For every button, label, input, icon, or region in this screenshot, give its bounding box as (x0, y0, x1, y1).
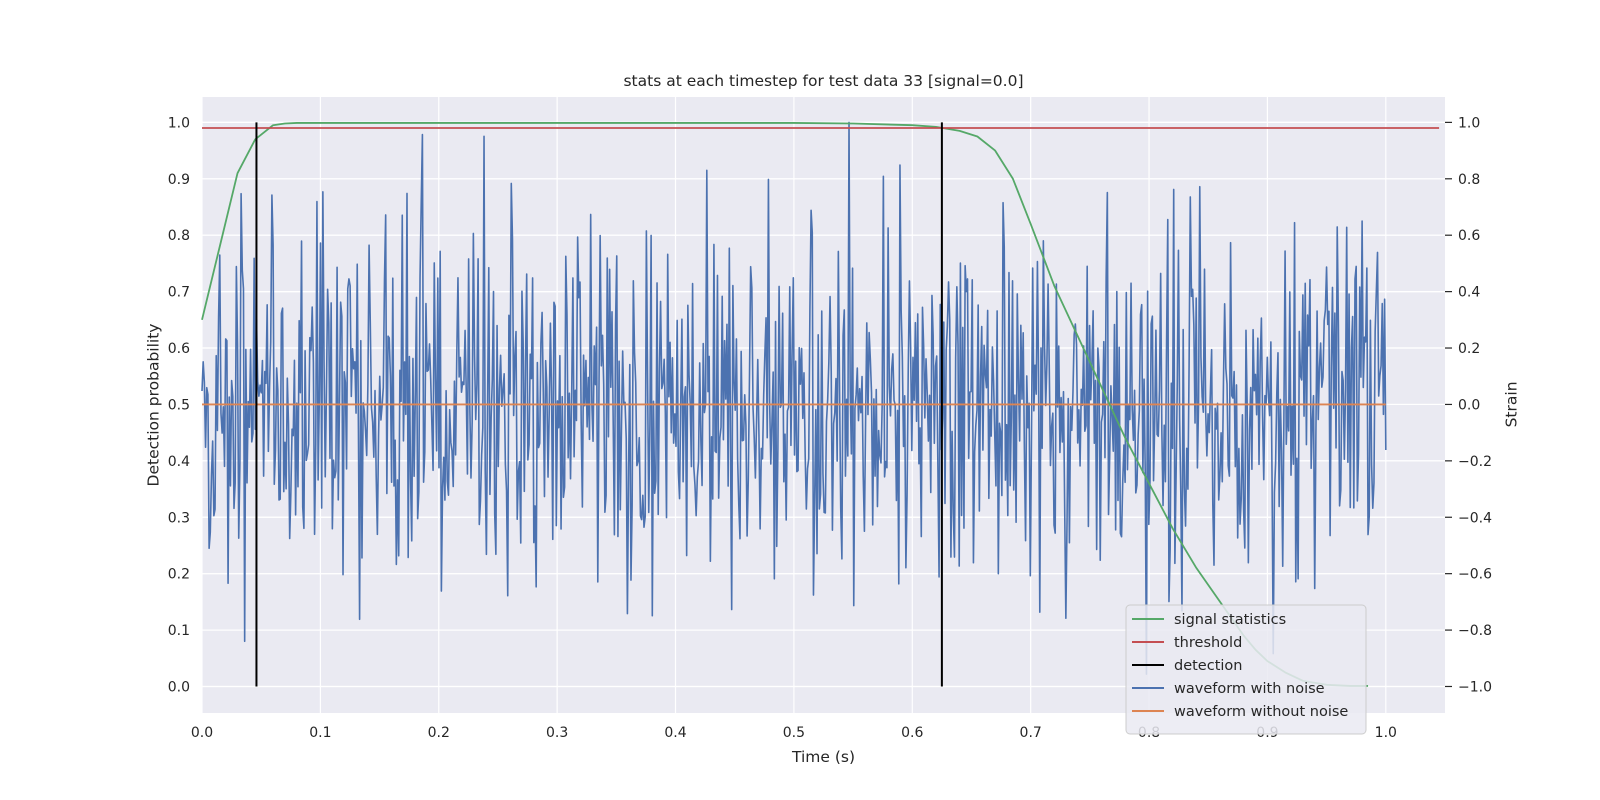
chart-title: stats at each timestep for test data 33 … (623, 72, 1023, 90)
y-right-tick-label: −0.4 (1458, 510, 1492, 526)
y-right-tick-label: 0.8 (1458, 172, 1480, 188)
x-tick-label: 0.1 (309, 725, 331, 741)
y-left-tick-label: 1.0 (168, 115, 190, 131)
y-right-tick-label: −0.6 (1458, 567, 1492, 583)
legend-label: signal statistics (1174, 612, 1286, 628)
legend-label: detection (1174, 658, 1242, 674)
y-axis-right-label: Strain (1503, 381, 1521, 427)
y-right-tick-label: 1.0 (1458, 115, 1480, 131)
x-tick-label: 0.7 (1020, 725, 1042, 741)
y-left-tick-label: 0.0 (168, 679, 190, 695)
y-right-tick-label: −0.8 (1458, 623, 1492, 639)
legend: signal statistics threshold detection wavef… (1126, 605, 1366, 734)
x-tick-label: 0.4 (664, 725, 686, 741)
y-right-tick-label: −0.2 (1458, 454, 1492, 470)
y-right-tick-label: −1.0 (1458, 679, 1492, 695)
legend-label: waveform without noise (1174, 704, 1348, 720)
x-tick-label: 0.5 (783, 725, 805, 741)
legend-label: waveform with noise (1174, 681, 1325, 697)
y-right-tick-label: 0.0 (1458, 397, 1480, 413)
y-left-tick-label: 0.8 (168, 228, 190, 244)
x-axis-label: Time (s) (791, 748, 855, 766)
x-tick-label: 0.2 (428, 725, 450, 741)
chart: 0.0 0.1 0.2 0.3 0.4 0.5 0.6 0.7 0.8 0.9 1.0 0.0 0.1 0… (0, 0, 1600, 800)
x-tick-label: 0.0 (191, 725, 213, 741)
y-left-tick-label: 0.9 (168, 172, 190, 188)
y-left-tick-label: 0.6 (168, 341, 190, 357)
y-left-tick-label: 0.5 (168, 397, 190, 413)
y-left-tick-label: 0.1 (168, 623, 190, 639)
y-right-tick-label: 0.4 (1458, 285, 1480, 301)
x-tick-label: 1.0 (1375, 725, 1397, 741)
y-left-tick-label: 0.7 (168, 285, 190, 301)
y-left-tick-label: 0.2 (168, 567, 190, 583)
y-left-tick-label: 0.3 (168, 510, 190, 526)
y-right-tick-label: 0.2 (1458, 341, 1480, 357)
y-left-tick-label: 0.4 (168, 454, 190, 470)
x-tick-label: 0.6 (901, 725, 923, 741)
x-tick-label: 0.3 (546, 725, 568, 741)
legend-label: threshold (1174, 635, 1242, 651)
y-axis-left-label: Detection probability (145, 324, 163, 487)
y-right-tick-label: 0.6 (1458, 228, 1480, 244)
